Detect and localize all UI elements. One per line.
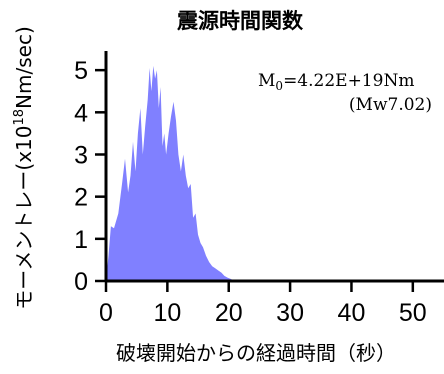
chart-title: 震源時間関数 xyxy=(177,9,304,33)
x-tick-label: 0 xyxy=(99,299,113,327)
y-tick-label: 1 xyxy=(74,226,88,254)
x-tick-label: 50 xyxy=(399,299,427,327)
y-axis-label-exponent: 18 xyxy=(12,109,27,126)
moment-value: =4.22E+19Nm xyxy=(283,71,414,91)
plot-area xyxy=(106,65,237,282)
y-ticks: 0 1 2 3 4 5 xyxy=(74,57,106,296)
magnitude-annotation: (Mw7.02) xyxy=(349,95,432,115)
y-axis-label-prefix: モーメントレー(x10 xyxy=(12,125,36,309)
y-tick-label: 0 xyxy=(74,268,88,296)
area-series-1 xyxy=(106,65,237,282)
x-tick-label: 20 xyxy=(215,299,243,327)
x-axis-label: 破壊開始からの経過時間（秒） xyxy=(116,341,396,365)
x-tick-label: 40 xyxy=(338,299,366,327)
moment-symbol: M xyxy=(258,71,275,91)
y-axis-label: モーメントレー(x1018Nm/sec) xyxy=(12,26,36,310)
x-ticks: 0 10 20 30 40 50 xyxy=(99,281,427,327)
moment-subscript: 0 xyxy=(275,79,283,93)
y-tick-label: 2 xyxy=(74,184,88,212)
seismic-moment-annotation: M0=4.22E+19Nm xyxy=(258,71,414,93)
x-tick-label: 10 xyxy=(153,299,181,327)
y-tick-label: 3 xyxy=(74,141,88,169)
y-axis-label-suffix: Nm/sec) xyxy=(12,26,36,109)
y-tick-label: 4 xyxy=(74,99,88,127)
y-tick-label: 5 xyxy=(74,57,88,85)
x-tick-label: 30 xyxy=(276,299,304,327)
